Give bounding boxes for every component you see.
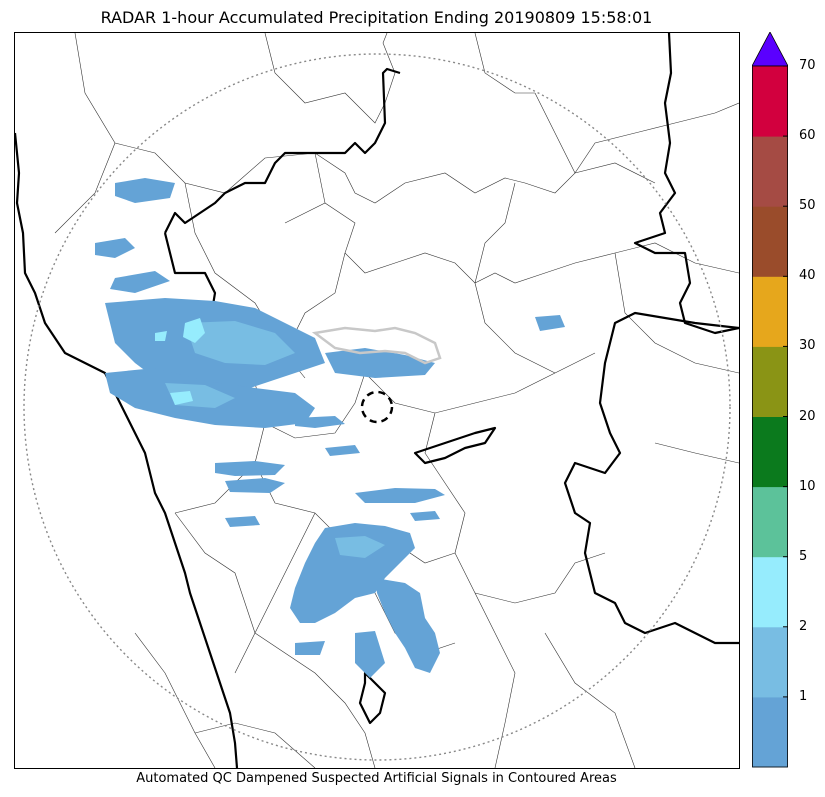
- colorbar-tick-label: 5: [799, 548, 808, 564]
- qc-note: Automated QC Dampened Suspected Artifici…: [136, 771, 617, 786]
- heavier-echoes: [155, 318, 205, 405]
- qc-contours: [311, 326, 442, 365]
- colorbar-bin: [752, 66, 788, 137]
- colorbar-tick-label: 50: [799, 198, 816, 214]
- colorbar-bin: [752, 276, 788, 347]
- colorbar-bin: [752, 346, 788, 417]
- colorbar-tick-labels: 1 2 5 10 20 30 40 50 60 70: [790, 32, 825, 768]
- colorbar-tick-label: 1: [799, 688, 808, 704]
- map-canvas: [15, 33, 739, 768]
- colorbar-bin: [752, 136, 788, 207]
- colorbar-extend-arrow: [752, 32, 788, 67]
- precipitation-colorbar: [752, 32, 788, 768]
- radar-site-marker: [360, 390, 394, 424]
- state-borders: [15, 33, 739, 768]
- colorbar-tick-label: 2: [799, 618, 808, 634]
- colorbar-bin: [752, 206, 788, 277]
- colorbar-tick-label: 60: [799, 128, 816, 144]
- colorbar-bin: [752, 556, 788, 628]
- colorbar-bin: [752, 416, 788, 488]
- chart-title: RADAR 1-hour Accumulated Precipitation E…: [100, 8, 653, 27]
- colorbar-tick-label: 10: [799, 478, 816, 494]
- range-ring: [23, 53, 731, 761]
- colorbar-bin: [752, 696, 788, 768]
- colorbar-tick-label: 30: [799, 338, 816, 354]
- radar-map: [14, 32, 740, 769]
- colorbar-tick-label: 40: [799, 268, 816, 284]
- colorbar-tick-label: 70: [799, 58, 816, 73]
- colorbar-bin: [752, 486, 788, 558]
- colorbar-bin: [752, 626, 788, 698]
- colorbar-tick-label: 20: [799, 408, 816, 424]
